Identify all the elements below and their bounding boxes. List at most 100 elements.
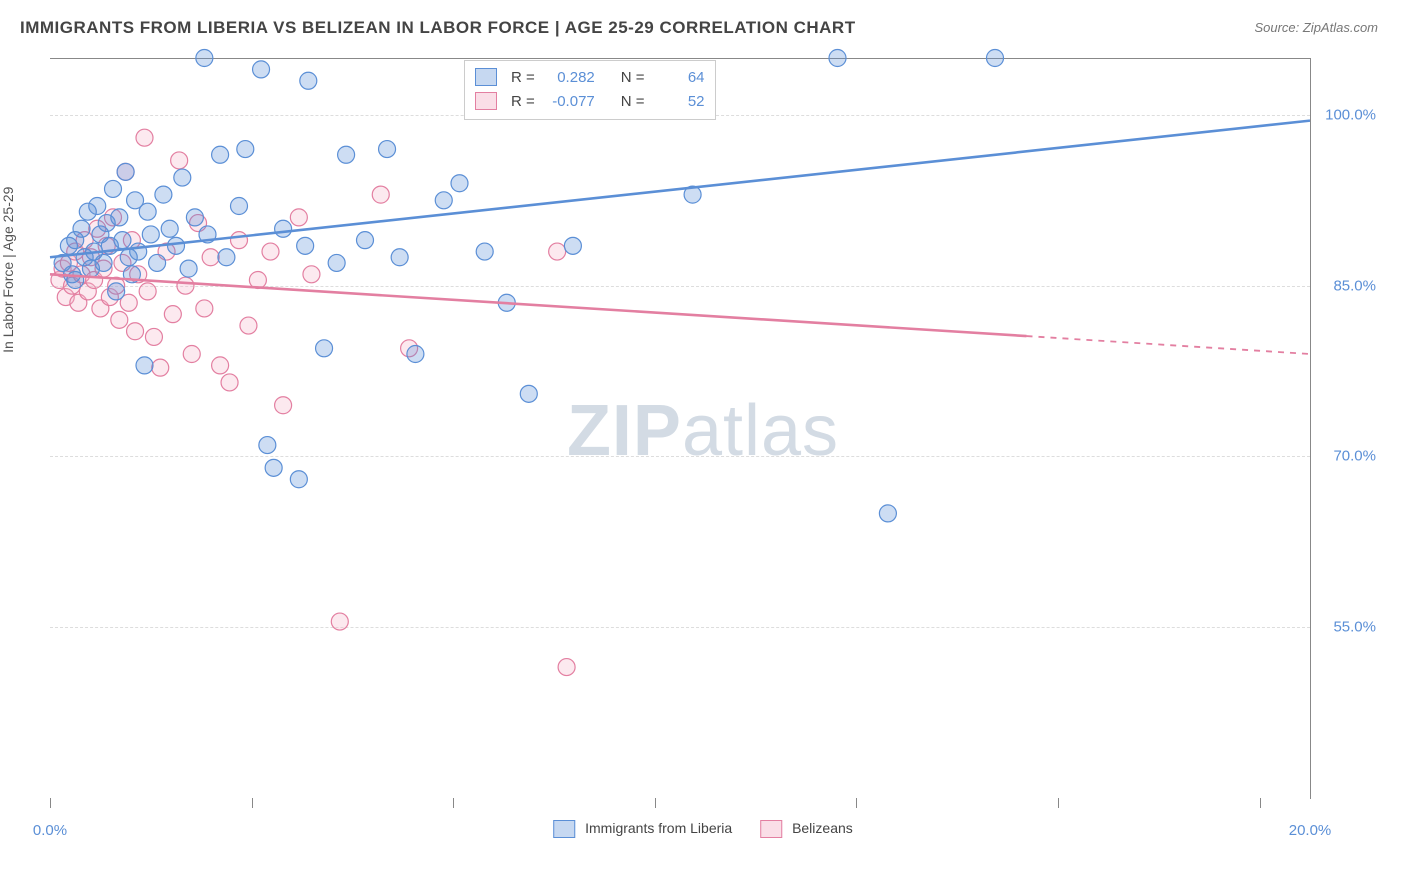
data-point <box>149 254 166 271</box>
data-point <box>174 169 191 186</box>
r-value-liberia: 0.282 <box>543 69 595 86</box>
data-point <box>145 328 162 345</box>
correlation-row-liberia: R = 0.282 N = 64 <box>475 65 705 89</box>
trend-line-dashed <box>1027 336 1311 354</box>
data-point <box>262 243 279 260</box>
data-point <box>139 203 156 220</box>
x-tick-label: 20.0% <box>1289 822 1332 839</box>
r-value-belizean: -0.077 <box>543 93 595 110</box>
data-point <box>67 272 84 289</box>
source-label: Source: ZipAtlas.com <box>1254 20 1378 35</box>
data-point <box>152 359 169 376</box>
data-point <box>105 180 122 197</box>
data-point <box>303 266 320 283</box>
data-point <box>231 198 248 215</box>
data-point <box>202 249 219 266</box>
data-point <box>155 186 172 203</box>
data-point <box>564 237 581 254</box>
data-point <box>221 374 238 391</box>
data-point <box>549 243 566 260</box>
data-point <box>316 340 333 357</box>
data-point <box>168 237 185 254</box>
n-value-belizean: 52 <box>653 93 705 110</box>
data-point <box>290 209 307 226</box>
data-point <box>240 317 257 334</box>
data-point <box>180 260 197 277</box>
legend-item-liberia: Immigrants from Liberia <box>553 820 732 838</box>
swatch-belizean-icon <box>475 92 497 110</box>
series-legend: Immigrants from Liberia Belizeans <box>553 820 853 838</box>
data-point <box>136 357 153 374</box>
data-point <box>95 254 112 271</box>
data-point <box>212 357 229 374</box>
data-point <box>338 146 355 163</box>
n-label: N = <box>621 93 645 110</box>
data-point <box>879 505 896 522</box>
y-tick-label: 70.0% <box>1333 448 1376 465</box>
x-tick <box>655 798 656 808</box>
data-point <box>558 659 575 676</box>
data-point <box>161 220 178 237</box>
x-tick <box>50 798 51 808</box>
x-tick <box>453 798 454 808</box>
data-point <box>391 249 408 266</box>
data-point <box>829 50 846 67</box>
legend-label-belizean: Belizeans <box>792 820 853 836</box>
data-point <box>987 50 1004 67</box>
data-point <box>136 129 153 146</box>
data-point <box>196 50 213 67</box>
y-tick-label: 85.0% <box>1333 277 1376 294</box>
x-tick-label: 0.0% <box>33 822 67 839</box>
data-point <box>300 72 317 89</box>
data-point <box>451 175 468 192</box>
data-point <box>407 346 424 363</box>
data-point <box>196 300 213 317</box>
data-point <box>237 141 254 158</box>
correlation-row-belizean: R = -0.077 N = 52 <box>475 89 705 113</box>
data-point <box>328 254 345 271</box>
data-point <box>212 146 229 163</box>
data-point <box>127 323 144 340</box>
data-point <box>297 237 314 254</box>
swatch-liberia-icon <box>553 820 575 838</box>
x-tick <box>856 798 857 808</box>
data-point <box>186 209 203 226</box>
data-point <box>218 249 235 266</box>
data-point <box>73 220 90 237</box>
legend-item-belizean: Belizeans <box>760 820 853 838</box>
swatch-liberia-icon <box>475 68 497 86</box>
data-point <box>290 471 307 488</box>
x-tick <box>1058 798 1059 808</box>
legend-label-liberia: Immigrants from Liberia <box>585 820 732 836</box>
data-point <box>476 243 493 260</box>
data-point <box>117 163 134 180</box>
swatch-belizean-icon <box>760 820 782 838</box>
trend-line <box>50 121 1310 258</box>
data-point <box>265 459 282 476</box>
data-point <box>259 437 276 454</box>
data-point <box>142 226 159 243</box>
data-point <box>89 198 106 215</box>
r-label: R = <box>511 69 535 86</box>
data-point <box>231 232 248 249</box>
data-point <box>331 613 348 630</box>
data-point <box>111 209 128 226</box>
data-point <box>183 346 200 363</box>
r-label: R = <box>511 93 535 110</box>
n-value-liberia: 64 <box>653 69 705 86</box>
data-point <box>520 385 537 402</box>
data-point <box>108 283 125 300</box>
data-point <box>139 283 156 300</box>
n-label: N = <box>621 69 645 86</box>
data-point <box>114 232 131 249</box>
chart-title: IMMIGRANTS FROM LIBERIA VS BELIZEAN IN L… <box>20 18 856 38</box>
data-point <box>435 192 452 209</box>
data-point <box>372 186 389 203</box>
x-tick <box>252 798 253 808</box>
data-point <box>275 397 292 414</box>
x-tick <box>1260 798 1261 808</box>
data-point <box>177 277 194 294</box>
y-tick-label: 55.0% <box>1333 619 1376 636</box>
correlation-legend: R = 0.282 N = 64 R = -0.077 N = 52 <box>464 60 716 120</box>
y-axis-label: In Labor Force | Age 25-29 <box>0 187 16 353</box>
